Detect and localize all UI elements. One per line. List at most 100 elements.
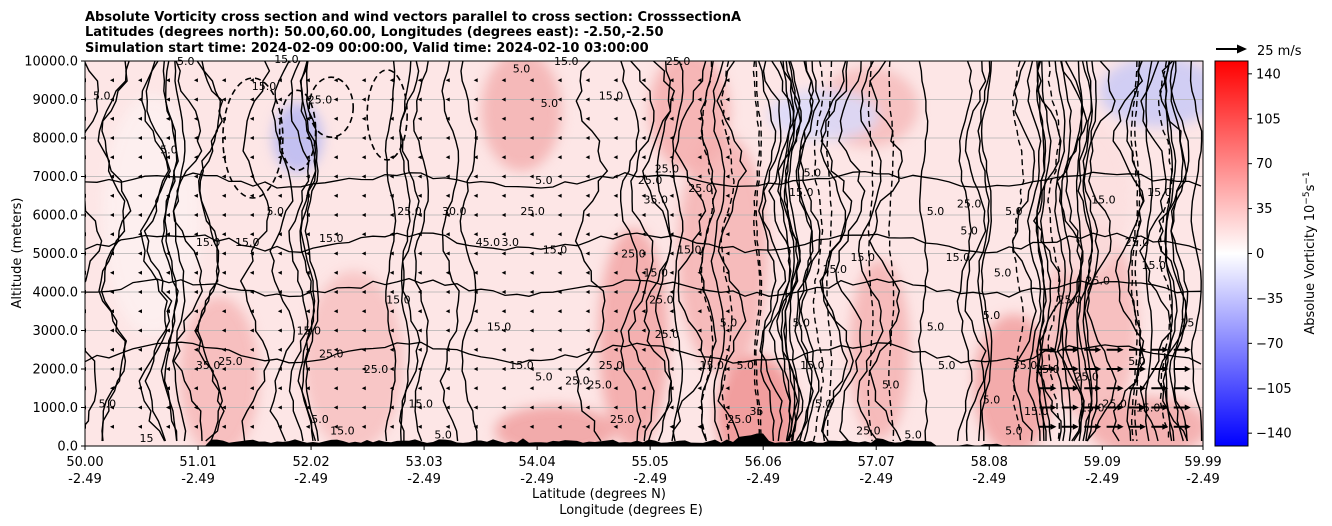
wind-arrow: [641, 328, 646, 333]
wind-arrow: [417, 174, 422, 179]
contour-label: 15.0: [1136, 401, 1161, 414]
wind-arrow: [529, 290, 534, 294]
wind-arrow: [277, 290, 282, 294]
contour-label: 25.0: [520, 205, 545, 218]
wind-arrow: [137, 213, 142, 217]
wind-arrow: [445, 78, 450, 83]
wind-arrow: [613, 116, 618, 121]
contour-line: [768, 61, 795, 442]
wind-arrow: [193, 405, 198, 410]
wind-arrow: [305, 270, 310, 275]
wind-arrow: [389, 232, 394, 237]
wind-arrow: [529, 386, 534, 391]
wind-arrow: [249, 232, 254, 237]
wind-arrow: [361, 97, 366, 102]
wind-arrow: [109, 405, 114, 410]
wind-arrow: [445, 251, 450, 256]
contour-line: [1125, 61, 1144, 442]
chart-title-line-2: Latitudes (degrees north): 50.00,60.00, …: [85, 25, 664, 40]
wind-arrow: [641, 309, 646, 314]
wind-arrow: [445, 213, 450, 217]
y-tick-label: 0.0: [57, 440, 78, 455]
wind-arrow: [641, 290, 646, 294]
wind-arrow: [389, 347, 394, 352]
wind-arrow: [165, 386, 170, 391]
wind-arrow: [277, 270, 282, 275]
wind-arrowhead: [1162, 346, 1169, 353]
x-tick-label-lat: 56.06: [745, 455, 782, 470]
wind-arrow: [389, 155, 394, 160]
wind-arrow: [137, 347, 142, 352]
wind-arrow: [445, 174, 450, 179]
wind-arrow: [473, 405, 478, 410]
contour-label: 5.0: [311, 413, 329, 426]
wind-arrow: [725, 193, 730, 198]
wind-arrow: [165, 78, 170, 83]
contour-line: [797, 61, 815, 442]
wind-arrow: [557, 136, 562, 140]
wind-arrow: [613, 405, 618, 410]
wind-arrow: [669, 136, 674, 140]
wind-arrow: [557, 405, 562, 410]
wind-arrow: [641, 347, 646, 352]
wind-arrow: [333, 270, 338, 275]
contour-line: [1162, 61, 1178, 442]
wind-arrow: [165, 213, 170, 217]
contour-line: [1011, 61, 1025, 442]
contour-label: 15.0: [408, 398, 433, 411]
contour-label: 15.0: [319, 232, 344, 245]
wind-arrow: [585, 97, 590, 102]
contour-label: 25.0: [638, 174, 663, 187]
wind-arrow: [445, 232, 450, 237]
contour-line: [627, 61, 655, 442]
wind-arrow: [109, 309, 114, 314]
contour-line: [1112, 61, 1145, 442]
contour-label: 35: [749, 405, 763, 418]
contour-label: 15.0: [487, 321, 512, 334]
quiver-key-label: 25 m/s: [1257, 44, 1302, 59]
wind-arrow: [725, 405, 730, 410]
contour-label: 15.0: [509, 359, 534, 372]
contour-line: [172, 61, 204, 442]
x-tick-label-lon: -2.49: [181, 472, 215, 487]
wind-arrow: [585, 270, 590, 275]
wind-arrow: [333, 174, 338, 179]
wind-arrow: [585, 213, 590, 217]
wind-arrow: [361, 78, 366, 83]
contour-line: [1139, 61, 1173, 442]
wind-arrow: [529, 213, 534, 217]
wind-arrow: [221, 424, 226, 429]
wind-arrow: [137, 155, 142, 160]
contour-line: [755, 61, 763, 442]
contour-line: [1047, 61, 1061, 442]
wind-arrow: [557, 155, 562, 160]
wind-arrow: [557, 290, 562, 294]
contour-line: [1082, 61, 1094, 442]
wind-arrow: [221, 328, 226, 333]
wind-arrow: [529, 116, 534, 121]
wind-arrow: [193, 328, 198, 333]
x-tick-label-lat: 53.03: [405, 455, 442, 470]
wind-arrow: [669, 116, 674, 121]
wind-arrow: [445, 347, 450, 352]
wind-arrow: [473, 386, 478, 391]
wind-arrow: [109, 424, 114, 429]
wind-arrow: [417, 367, 422, 371]
wind-arrow: [697, 405, 702, 410]
wind-arrow: [333, 347, 338, 352]
wind-arrow: [697, 232, 702, 237]
wind-arrow: [109, 78, 114, 83]
wind-arrow: [445, 193, 450, 198]
wind-arrow: [697, 347, 702, 352]
contour-line: [197, 61, 224, 442]
contour-line: [964, 61, 987, 442]
wind-arrow: [585, 251, 590, 256]
wind-arrow: [417, 424, 422, 429]
contour-label: 15.0: [1147, 186, 1172, 199]
wind-arrow: [501, 116, 506, 121]
wind-arrow: [333, 116, 338, 121]
wind-arrow: [221, 270, 226, 275]
wind-arrow: [585, 78, 590, 83]
wind-arrowhead: [1095, 385, 1102, 392]
contour-line: [819, 61, 854, 442]
